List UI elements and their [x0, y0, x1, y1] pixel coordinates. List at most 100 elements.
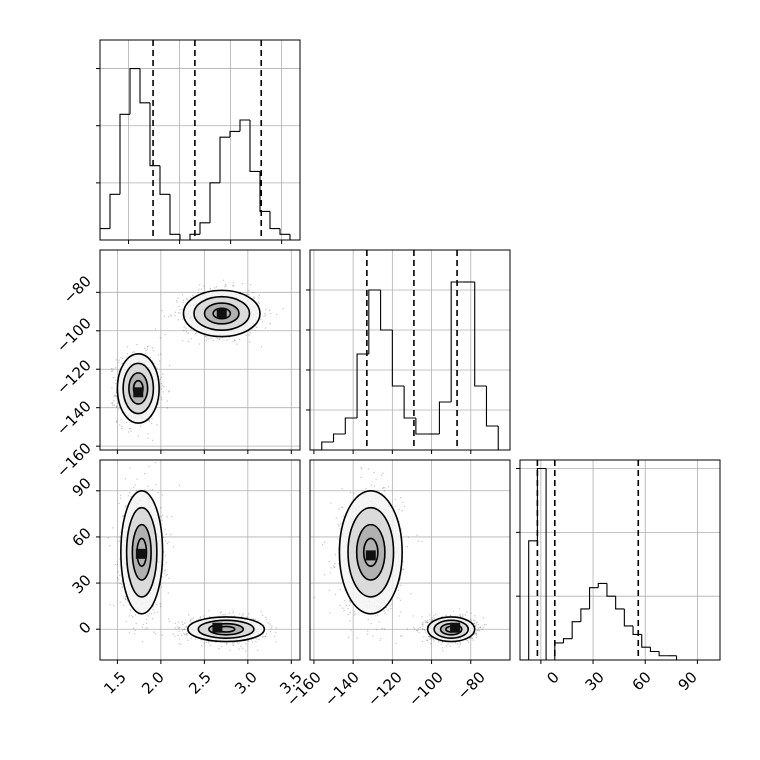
histogram-bin	[321, 441, 334, 450]
sample-point	[353, 492, 355, 495]
sample-point	[121, 357, 124, 360]
panel-plot-area	[100, 40, 300, 240]
sample-point	[147, 485, 149, 488]
sample-point	[255, 638, 258, 640]
sample-point	[174, 635, 176, 637]
sample-point	[441, 641, 444, 644]
sample-point	[182, 623, 184, 626]
sample-point	[125, 357, 128, 359]
sample-point	[131, 616, 134, 618]
sample-point	[162, 536, 165, 538]
sample-point	[126, 352, 129, 355]
sample-point	[168, 390, 171, 392]
sample-point	[129, 492, 131, 494]
sample-point	[136, 478, 138, 480]
histogram-bin	[332, 433, 346, 442]
sample-point	[170, 315, 173, 317]
sample-point	[373, 485, 376, 487]
sample-point	[427, 621, 429, 623]
sample-point	[466, 611, 468, 613]
histogram-bin	[474, 282, 487, 387]
sample-point	[258, 297, 260, 299]
sample-point	[332, 565, 335, 567]
sample-point	[192, 617, 194, 619]
sample-point	[178, 630, 180, 632]
sample-point	[169, 314, 172, 316]
sample-point	[181, 318, 184, 320]
sample-point	[402, 568, 404, 571]
sample-point	[118, 540, 120, 543]
sample-point	[423, 636, 425, 638]
panel-scatter-3-2	[309, 459, 511, 664]
sample-point	[116, 405, 118, 407]
sample-point	[240, 645, 242, 648]
sample-point	[144, 489, 146, 491]
sample-point	[114, 367, 117, 369]
sample-point	[366, 633, 369, 635]
sample-point	[187, 340, 190, 343]
density-contour	[338, 489, 403, 615]
histogram-bin	[149, 102, 160, 167]
sample-point	[128, 632, 131, 634]
sample-point	[160, 586, 163, 588]
sample-point	[190, 328, 192, 330]
sample-point	[233, 285, 235, 287]
sample-point	[353, 610, 356, 613]
sample-point	[157, 491, 159, 494]
sample-point	[428, 636, 430, 638]
sample-point	[234, 340, 236, 342]
sample-point	[275, 627, 277, 629]
sample-point	[199, 617, 201, 619]
sample-point	[261, 636, 264, 639]
sample-point	[400, 584, 402, 586]
sample-point	[379, 639, 381, 641]
sample-point	[367, 618, 369, 621]
sample-point	[128, 615, 130, 617]
sample-point	[185, 626, 187, 628]
density-contour	[122, 362, 155, 415]
sample-point	[183, 329, 185, 332]
sample-point	[112, 376, 115, 379]
sample-point	[172, 546, 175, 548]
sample-point	[390, 607, 392, 610]
sample-point	[249, 331, 251, 334]
sample-point	[129, 609, 132, 611]
sample-point	[181, 308, 183, 311]
sample-point	[186, 632, 189, 635]
sample-point	[239, 613, 241, 615]
sample-point	[155, 603, 158, 606]
sample-point	[236, 641, 238, 644]
sample-point	[179, 312, 181, 314]
sample-point	[118, 502, 120, 505]
sample-point	[119, 601, 121, 604]
sample-point	[177, 626, 179, 628]
sample-point	[262, 635, 264, 638]
sample-point	[440, 643, 443, 645]
histogram-bin	[356, 353, 369, 418]
sample-point	[160, 507, 162, 509]
sample-point	[154, 328, 157, 330]
sample-point	[150, 613, 153, 615]
sample-point	[130, 430, 132, 432]
sample-point	[258, 303, 261, 305]
sample-point	[199, 616, 202, 618]
sample-point	[163, 573, 166, 575]
sample-point	[337, 538, 339, 540]
sample-point	[195, 332, 198, 334]
sample-point	[321, 543, 324, 546]
sample-point	[228, 612, 230, 615]
sample-point	[215, 286, 218, 288]
sample-point	[134, 629, 136, 632]
sample-point	[198, 288, 200, 291]
sample-point	[109, 604, 111, 606]
sample-point	[258, 294, 260, 297]
sample-point	[213, 287, 216, 289]
sample-point	[178, 627, 181, 629]
sample-point	[394, 498, 397, 501]
sample-point	[183, 632, 185, 635]
sample-point	[270, 627, 273, 629]
sample-point	[165, 561, 167, 564]
sample-point	[255, 325, 257, 328]
sample-point	[120, 357, 122, 359]
sample-point	[159, 605, 162, 608]
